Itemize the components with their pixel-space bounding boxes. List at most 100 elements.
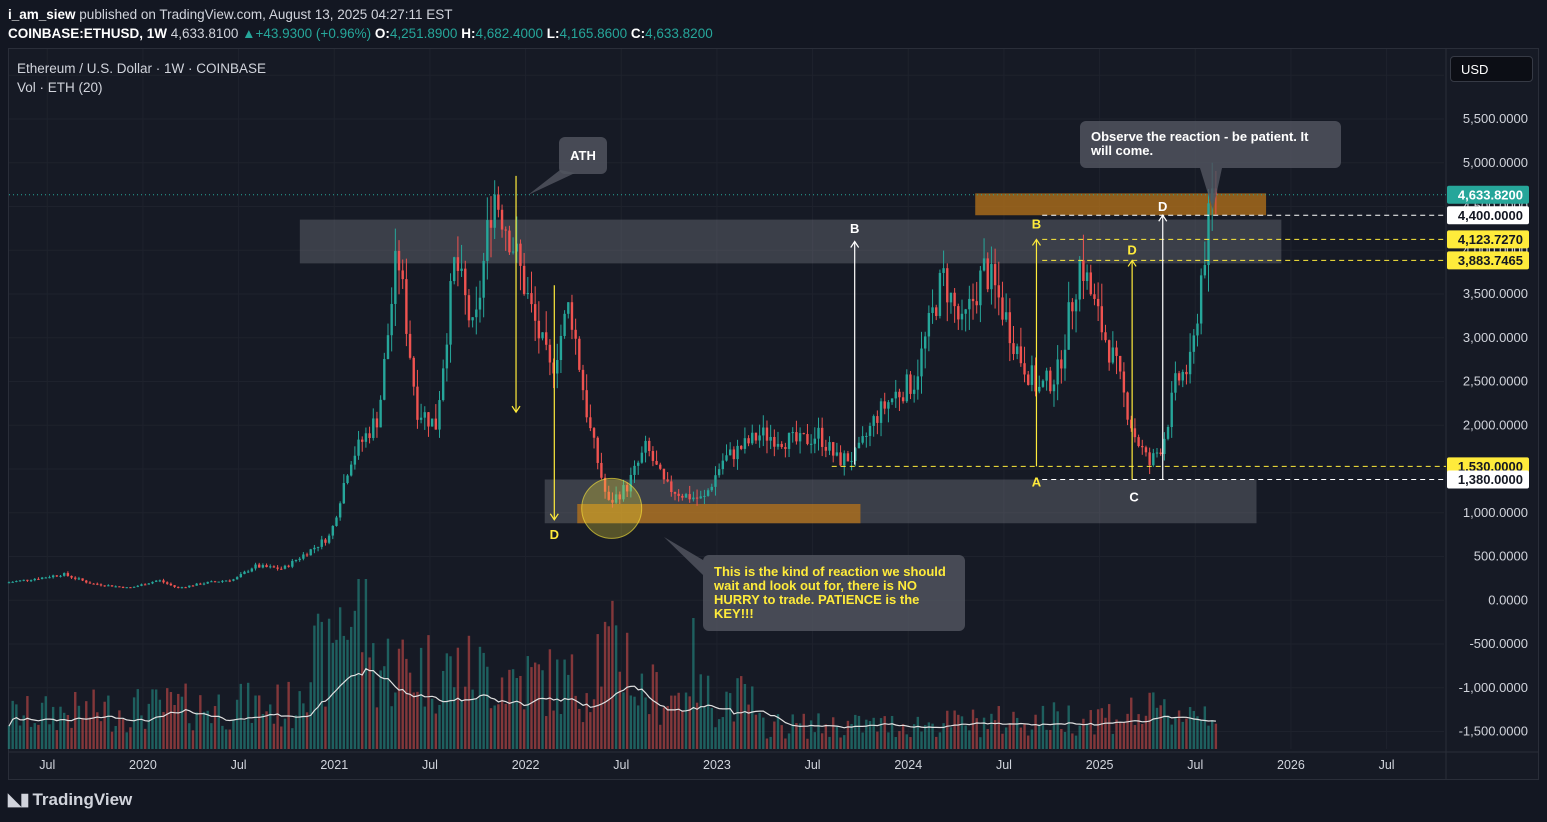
candle-body xyxy=(607,491,610,500)
candle-body xyxy=(868,425,872,436)
volume-bar xyxy=(651,664,655,749)
candle-body xyxy=(294,560,298,562)
volume-bar xyxy=(545,716,548,749)
candle-body xyxy=(865,435,868,437)
volume-bar xyxy=(618,671,621,749)
candle-body xyxy=(11,581,14,583)
point-label: D xyxy=(1158,199,1167,214)
candle-body xyxy=(482,260,485,298)
volume-bar xyxy=(784,738,787,749)
author-name[interactable]: i_am_siew xyxy=(8,7,76,22)
candle-body xyxy=(670,481,673,492)
volume-bar xyxy=(228,729,231,749)
currency-button[interactable]: USD xyxy=(1450,56,1533,82)
volume-bar xyxy=(556,659,559,749)
volume-bar xyxy=(563,659,566,749)
volume-bar xyxy=(946,710,949,749)
candle-body xyxy=(195,583,198,586)
x-tick-label: Jul xyxy=(1379,758,1395,772)
candle-body xyxy=(923,336,927,349)
zone-orange xyxy=(577,504,861,524)
candle-body xyxy=(1030,365,1034,385)
volume-bar xyxy=(497,704,500,749)
candle-body xyxy=(276,567,279,569)
volume-bar xyxy=(210,723,213,749)
volume-bar xyxy=(1089,710,1092,749)
volume-bar xyxy=(611,600,614,749)
volume-bar xyxy=(1082,718,1085,749)
volume-bar xyxy=(666,705,669,749)
tradingview-watermark[interactable]: ◣▮ TradingView xyxy=(8,790,132,810)
candle-body xyxy=(486,220,489,261)
candle-body xyxy=(890,398,894,403)
volume-bar xyxy=(1085,724,1089,749)
candle-body xyxy=(526,293,530,295)
candle-body xyxy=(1052,384,1056,392)
chart-pane[interactable] xyxy=(8,48,1539,780)
volume-bar xyxy=(876,731,879,749)
volume-bar xyxy=(1214,723,1218,749)
volume-title[interactable]: Vol · ETH (20) xyxy=(17,80,103,95)
candle-body xyxy=(497,194,500,210)
volume-bar xyxy=(397,648,401,749)
volume-bar xyxy=(1045,729,1048,749)
y-tick-label: 2,000.0000 xyxy=(1463,417,1528,432)
volume-bar xyxy=(276,684,279,749)
candle-body xyxy=(269,566,272,568)
candle-body xyxy=(824,446,828,451)
candle-body xyxy=(747,438,750,444)
volume-bar xyxy=(762,717,765,749)
candle-body xyxy=(982,258,986,271)
candle-body xyxy=(412,357,415,387)
watermark-text: TradingView xyxy=(32,790,133,809)
volume-bar xyxy=(622,692,625,749)
x-tick-label: 2024 xyxy=(894,758,922,772)
ath-pointer xyxy=(528,170,575,195)
candle-body xyxy=(894,391,897,399)
volume-bar xyxy=(640,673,644,749)
observe-note[interactable]: Observe the reaction - be patient. It wi… xyxy=(1080,121,1341,168)
candle-body xyxy=(1104,332,1107,341)
volume-bar xyxy=(600,686,603,749)
volume-bar xyxy=(703,706,706,749)
volume-bar xyxy=(143,728,147,749)
volume-bar xyxy=(1012,711,1015,749)
volume-bar xyxy=(320,621,323,749)
volume-bar xyxy=(1166,715,1170,749)
volume-bar xyxy=(26,696,29,749)
candle-body xyxy=(1155,452,1159,454)
volume-bar xyxy=(55,730,59,749)
volume-bar xyxy=(655,672,658,749)
series-title[interactable]: Ethereum / U.S. Dollar · 1W · COINBASE xyxy=(17,61,267,76)
volume-bar xyxy=(953,710,956,749)
ath-note[interactable]: ATH xyxy=(559,137,607,174)
candle-body xyxy=(721,460,725,470)
volume-bar xyxy=(912,724,916,749)
price-level-badge xyxy=(1447,230,1529,249)
volume-bar xyxy=(1030,729,1034,749)
candle-body xyxy=(1063,349,1067,369)
candle-body xyxy=(453,257,456,282)
volume-bar xyxy=(633,696,636,749)
volume-bar xyxy=(37,724,40,749)
volume-bar xyxy=(460,701,463,749)
volume-bar xyxy=(96,712,99,749)
candle-body xyxy=(114,586,117,588)
x-tick-label: Jul xyxy=(422,758,438,772)
volume-bar xyxy=(857,715,861,749)
candle-body xyxy=(1203,265,1207,276)
volume-bar xyxy=(283,718,287,749)
ath-note-text: ATH xyxy=(570,148,596,163)
patience-note[interactable]: This is the kind of reaction we should w… xyxy=(703,555,965,631)
candle-body xyxy=(1049,370,1052,392)
change-up-icon: ▲ xyxy=(242,26,256,41)
volume-bar xyxy=(1074,735,1078,749)
candle-body xyxy=(1038,386,1041,392)
volume-bar xyxy=(246,682,250,749)
volume-bar xyxy=(769,736,772,749)
candle-body xyxy=(636,462,640,466)
candle-body xyxy=(379,399,382,428)
candle-body xyxy=(717,469,721,476)
candle-body xyxy=(732,449,736,460)
candle-body xyxy=(618,494,621,500)
